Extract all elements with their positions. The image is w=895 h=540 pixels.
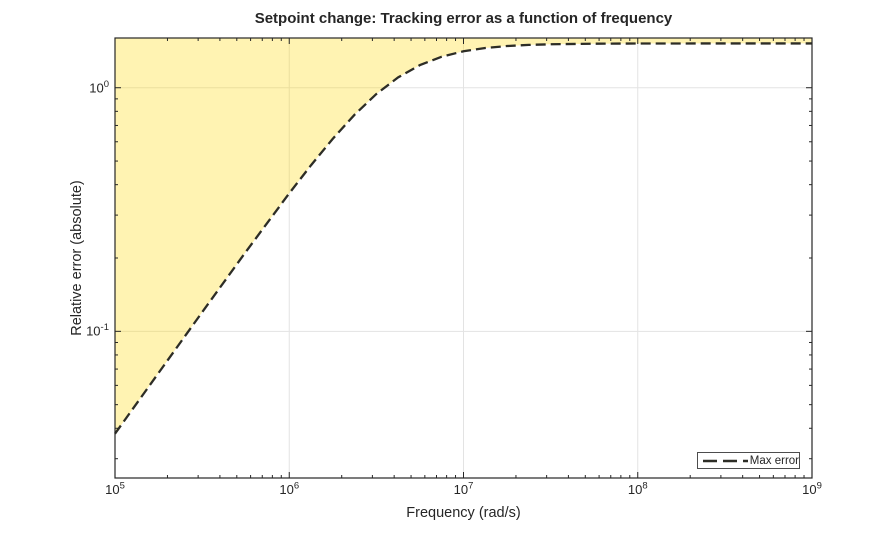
max-error-curve [114,42,812,435]
max-error-shaded-region [115,38,812,434]
y-tick-label: 10-1 [86,322,109,339]
x-tick-label: 107 [453,480,474,497]
y-axis-label: Relative error (absolute) [69,180,85,336]
y-tick-label: 100 [89,78,109,96]
x-tick-label: 106 [279,480,300,497]
x-axis-label: Frequency (rad/s) [406,505,521,521]
x-tick-label: 105 [105,480,125,497]
legend-item-label: Max error [749,454,799,467]
dashed-line-sample-icon [703,459,748,462]
chart-title: Setpoint change: Tracking error as a fun… [254,10,673,27]
x-tick-label: 108 [627,480,648,497]
legend-box: Max error [697,452,800,469]
x-tick-label: 109 [802,480,822,497]
